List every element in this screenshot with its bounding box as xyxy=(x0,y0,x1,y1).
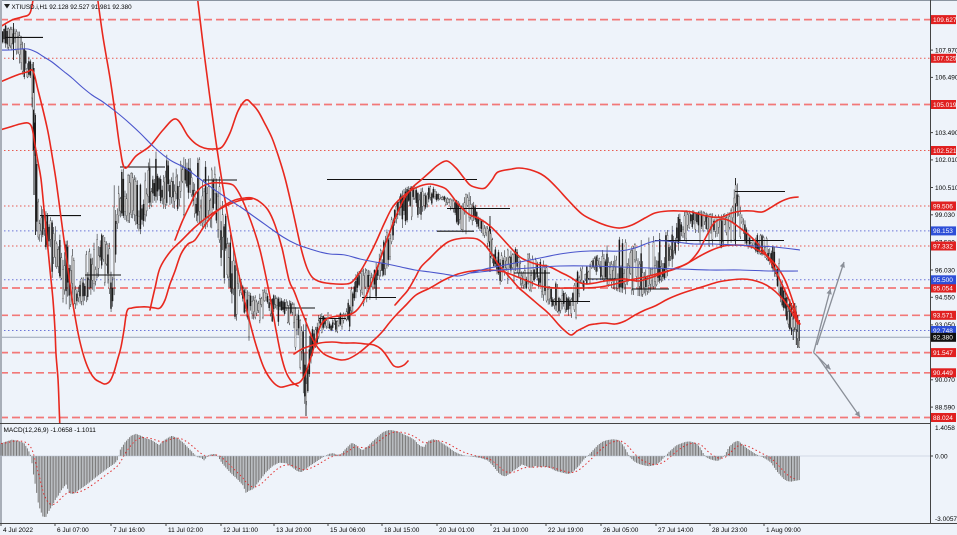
svg-text:XTIUSD.i,H1 92.128 92.527 91.: XTIUSD.i,H1 92.128 92.527 91.981 92.380 xyxy=(12,4,133,11)
svg-text:20 Jul 01:00: 20 Jul 01:00 xyxy=(439,527,475,534)
svg-text:27 Jul 14:00: 27 Jul 14:00 xyxy=(658,527,694,534)
svg-text:99.506: 99.506 xyxy=(933,203,953,210)
svg-text:96.030: 96.030 xyxy=(935,267,955,274)
svg-text:102.010: 102.010 xyxy=(935,157,957,164)
svg-text:12 Jul 11:00: 12 Jul 11:00 xyxy=(223,527,258,534)
svg-text:99.030: 99.030 xyxy=(935,212,955,219)
svg-text:26 Jul 05:00: 26 Jul 05:00 xyxy=(603,527,639,534)
svg-text:103.490: 103.490 xyxy=(935,130,957,137)
svg-text:88.590: 88.590 xyxy=(935,404,955,411)
svg-text:88.024: 88.024 xyxy=(933,415,953,422)
svg-text:98.153: 98.153 xyxy=(933,228,953,235)
svg-text:0.00: 0.00 xyxy=(935,453,948,460)
svg-text:106.490: 106.490 xyxy=(935,75,957,82)
svg-text:1 Aug 09:00: 1 Aug 09:00 xyxy=(766,527,801,534)
svg-text:21 Jul 10:00: 21 Jul 10:00 xyxy=(493,527,529,534)
svg-text:93.050: 93.050 xyxy=(935,322,955,329)
svg-text:13 Jul 20:00: 13 Jul 20:00 xyxy=(276,527,312,534)
svg-text:94.550: 94.550 xyxy=(935,295,955,302)
svg-text:4 Jul 2022: 4 Jul 2022 xyxy=(3,527,33,534)
svg-text:18 Jul 15:00: 18 Jul 15:00 xyxy=(384,527,420,534)
svg-text:6 Jul 07:00: 6 Jul 07:00 xyxy=(57,527,89,534)
svg-text:95.054: 95.054 xyxy=(933,285,953,292)
svg-text:11 Jul 02:00: 11 Jul 02:00 xyxy=(168,527,203,534)
svg-text:100.510: 100.510 xyxy=(935,185,957,192)
svg-text:22 Jul 19:00: 22 Jul 19:00 xyxy=(548,527,584,534)
svg-text:92.380: 92.380 xyxy=(933,335,953,342)
svg-text:107.525: 107.525 xyxy=(933,56,957,63)
svg-text:107.970: 107.970 xyxy=(935,47,957,54)
svg-text:92.748: 92.748 xyxy=(933,328,953,335)
svg-text:109.627: 109.627 xyxy=(933,17,957,24)
svg-text:90.070: 90.070 xyxy=(935,377,955,384)
svg-text:1.4058: 1.4058 xyxy=(935,425,955,432)
svg-text:105.019: 105.019 xyxy=(933,102,957,109)
svg-text:7 Jul 16:00: 7 Jul 16:00 xyxy=(113,527,145,534)
svg-text:91.547: 91.547 xyxy=(933,350,953,357)
svg-text:15 Jul 06:00: 15 Jul 06:00 xyxy=(330,527,366,534)
svg-text:102.521: 102.521 xyxy=(933,148,957,155)
svg-text:-3.0057: -3.0057 xyxy=(935,516,957,523)
svg-text:28 Jul 23:00: 28 Jul 23:00 xyxy=(712,527,748,534)
svg-text:93.571: 93.571 xyxy=(933,313,953,320)
svg-text:MACD(12,26,9) -1.0658 -1.1011: MACD(12,26,9) -1.0658 -1.1011 xyxy=(4,427,97,434)
svg-text:90.449: 90.449 xyxy=(933,370,953,377)
svg-text:95.500: 95.500 xyxy=(933,277,953,284)
svg-text:97.332: 97.332 xyxy=(933,243,953,250)
